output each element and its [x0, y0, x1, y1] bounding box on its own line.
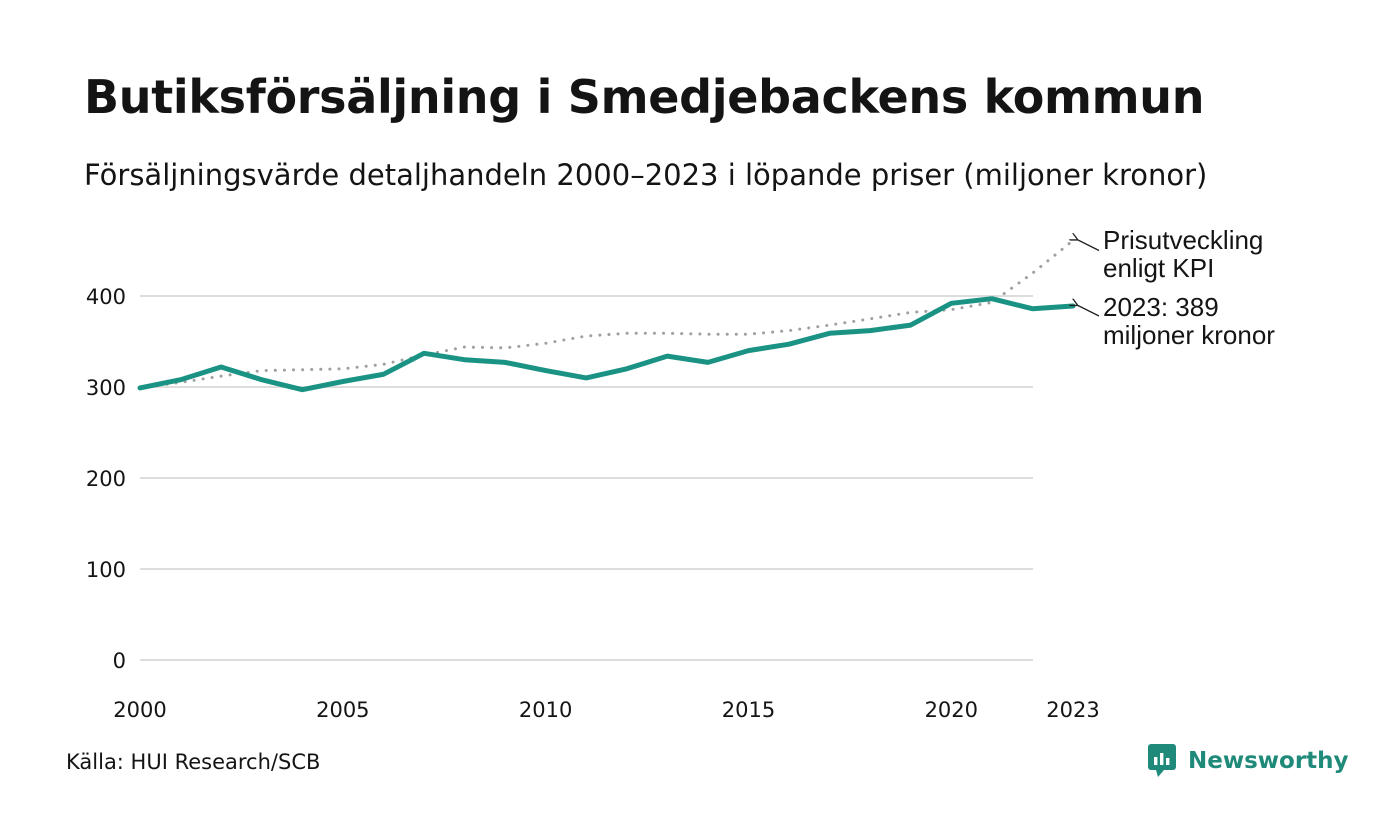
- annotation-label-line1: 2023: 389: [1103, 292, 1219, 322]
- y-tick-label: 0: [113, 649, 126, 673]
- series-lines: [137, 239, 1076, 393]
- x-tick-label: 2015: [722, 698, 775, 722]
- chart-title: Butiksförsäljning i Smedjebackens kommun: [84, 70, 1205, 124]
- y-tick-label: 100: [86, 558, 126, 582]
- y-tick-label: 200: [86, 467, 126, 491]
- x-tick-label: 2020: [925, 698, 978, 722]
- y-axis-ticks: 0 100 200 300 400: [86, 285, 126, 673]
- brand-logo: Newsworthy: [1148, 744, 1349, 778]
- newsworthy-logo-icon: [1148, 744, 1178, 778]
- grid-lines: [140, 295, 1033, 661]
- x-tick-label: 2005: [316, 698, 369, 722]
- x-tick-label: 2023: [1046, 698, 1099, 722]
- x-tick-label: 2010: [519, 698, 572, 722]
- brand-name: Newsworthy: [1188, 748, 1349, 774]
- chart-subtitle: Försäljningsvärde detaljhandeln 2000–202…: [84, 158, 1208, 192]
- y-tick-label: 400: [86, 285, 126, 309]
- kpi-series-line: [138, 239, 1075, 390]
- annotation-label-line1: Prisutveckling: [1103, 225, 1263, 255]
- annotation-arrow: [1077, 305, 1100, 317]
- source-note: Källa: HUI Research/SCB: [66, 750, 321, 774]
- sales-series-line: [137, 296, 1076, 393]
- annotation-label-line2: enligt KPI: [1103, 253, 1214, 283]
- x-tick-label: 2000: [113, 698, 166, 722]
- annotation-label-line2: miljoner kronor: [1103, 320, 1275, 350]
- y-tick-label: 300: [86, 376, 126, 400]
- x-axis-ticks: 2000 2005 2010 2015 2020 2023: [113, 698, 1099, 722]
- annotation-arrow: [1077, 239, 1100, 252]
